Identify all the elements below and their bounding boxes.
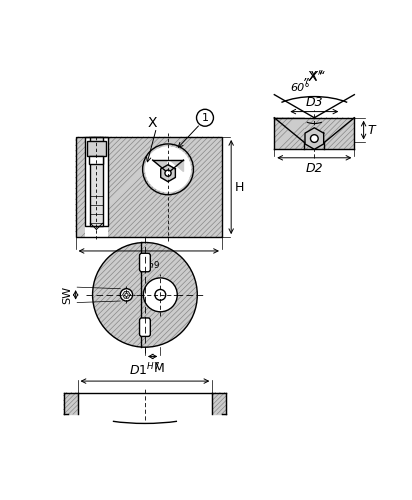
Text: $_{,}$X$^{\prime\prime}$: $_{,}$X$^{\prime\prime}$ xyxy=(304,69,325,87)
Text: H: H xyxy=(235,180,244,194)
Text: 60°: 60° xyxy=(290,84,310,94)
Bar xyxy=(76,137,222,237)
Polygon shape xyxy=(123,292,130,298)
Circle shape xyxy=(145,146,191,192)
Circle shape xyxy=(155,290,166,300)
Polygon shape xyxy=(152,160,166,171)
Bar xyxy=(85,137,108,237)
Circle shape xyxy=(197,110,213,126)
Circle shape xyxy=(120,288,133,301)
Circle shape xyxy=(125,294,128,296)
Polygon shape xyxy=(305,128,324,150)
Text: $D1^{H7}$: $D1^{H7}$ xyxy=(129,362,161,378)
Text: 1: 1 xyxy=(201,113,208,122)
Text: X: X xyxy=(148,116,157,130)
Text: $D_{h9}$: $D_{h9}$ xyxy=(138,256,160,272)
Bar xyxy=(76,137,222,237)
Circle shape xyxy=(93,242,197,347)
Text: D3: D3 xyxy=(306,96,323,108)
Circle shape xyxy=(311,134,318,142)
Bar xyxy=(140,318,150,336)
Bar xyxy=(85,137,108,226)
Polygon shape xyxy=(161,164,176,182)
Polygon shape xyxy=(274,118,304,142)
Circle shape xyxy=(143,278,177,312)
Polygon shape xyxy=(64,392,77,414)
Polygon shape xyxy=(170,160,183,171)
Bar xyxy=(140,254,150,272)
Text: „X“: „X“ xyxy=(304,70,325,83)
Circle shape xyxy=(165,170,171,176)
Text: SW: SW xyxy=(63,286,73,304)
FancyBboxPatch shape xyxy=(140,254,150,272)
Polygon shape xyxy=(212,392,226,414)
FancyBboxPatch shape xyxy=(140,318,150,336)
Text: D2: D2 xyxy=(306,162,323,175)
Text: M: M xyxy=(153,362,164,375)
Polygon shape xyxy=(324,118,354,142)
Bar xyxy=(87,141,105,156)
Bar xyxy=(90,137,103,226)
Bar xyxy=(89,156,103,164)
Bar xyxy=(274,118,354,148)
Text: T: T xyxy=(368,124,375,136)
